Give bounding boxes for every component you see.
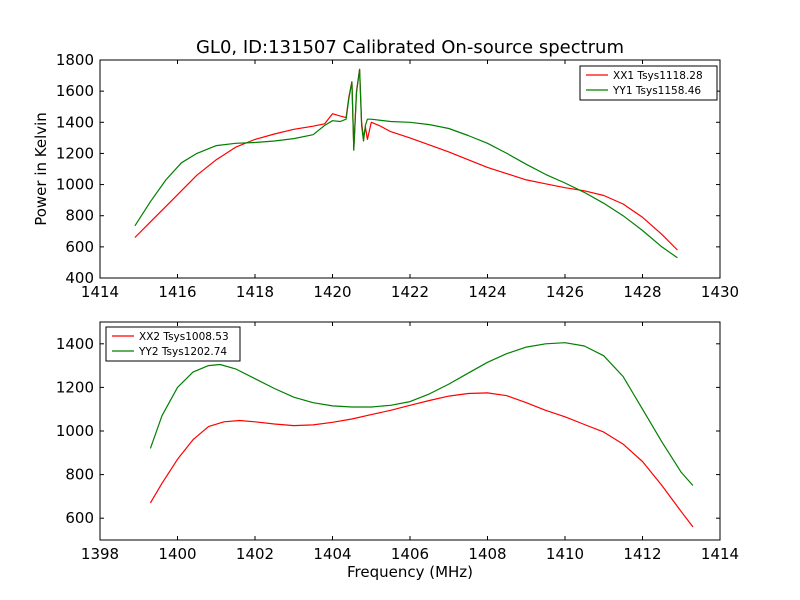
x-tick-label: 1428 bbox=[623, 283, 661, 301]
y-tick-label: 800 bbox=[65, 466, 94, 484]
y-tick-label: 600 bbox=[65, 509, 94, 527]
legend-panel-1: XX1 Tsys1118.28 YY1 Tsys1158.46 bbox=[579, 65, 718, 101]
x-tick-label: 1410 bbox=[546, 545, 584, 563]
series-line-yy1 bbox=[134, 68, 678, 259]
y-tick-label: 800 bbox=[65, 207, 94, 225]
legend-label: XX2 Tsys1008.53 bbox=[139, 331, 229, 343]
y-axis-label: Power in Kelvin bbox=[32, 112, 50, 226]
y-tick-label: 1800 bbox=[56, 51, 94, 69]
figure-title: GL0, ID:131507 Calibrated On-source spec… bbox=[196, 37, 624, 58]
y-tick-label: 1000 bbox=[56, 176, 94, 194]
plots-group: 1414 1416 1418 1420 1422 1424 1426 1428 1430 400 6… bbox=[56, 51, 739, 563]
x-tick-label: 1404 bbox=[313, 545, 351, 563]
legend-box bbox=[105, 326, 241, 362]
x-tick-label: 1418 bbox=[236, 283, 274, 301]
legend-label: YY2 Tsys1202.74 bbox=[138, 346, 227, 358]
x-tick-label: 1430 bbox=[701, 283, 739, 301]
legend-label: XX1 Tsys1118.28 bbox=[613, 70, 703, 82]
x-tick-label: 1402 bbox=[236, 545, 274, 563]
x-tick-label: 1426 bbox=[546, 283, 584, 301]
legend-panel-2: XX2 Tsys1008.53 YY2 Tsys1202.74 bbox=[105, 326, 241, 362]
x-tick-label: 1398 bbox=[81, 545, 119, 563]
x-tick-label: 1408 bbox=[468, 545, 506, 563]
y-tick-label: 1000 bbox=[56, 422, 94, 440]
series-line-xx2 bbox=[149, 392, 694, 528]
x-tick-label: 1400 bbox=[158, 545, 196, 563]
x-tick-label: 1414 bbox=[81, 283, 119, 301]
x-axis-label: Frequency (MHz) bbox=[347, 563, 473, 581]
x-tick-label: 1416 bbox=[158, 283, 196, 301]
series-line-yy2 bbox=[149, 342, 694, 486]
y-tick-label: 400 bbox=[65, 269, 94, 287]
y-tick-label: 600 bbox=[65, 238, 94, 256]
x-tick-label: 1424 bbox=[468, 283, 506, 301]
x-tick-label: 1420 bbox=[313, 283, 351, 301]
y-tick-label: 1400 bbox=[56, 335, 94, 353]
x-tick-label: 1414 bbox=[701, 545, 739, 563]
y-tick-label: 1200 bbox=[56, 378, 94, 396]
plot-panel-2: 1398 1400 1402 1404 1406 1408 1410 1412 1414 600 8… bbox=[56, 321, 739, 563]
x-tick-label: 1412 bbox=[623, 545, 661, 563]
y-tick-label: 1400 bbox=[56, 113, 94, 131]
legend-label: YY1 Tsys1158.46 bbox=[612, 85, 701, 97]
x-tick-label: 1422 bbox=[391, 283, 429, 301]
plot-panel-1: 1414 1416 1418 1420 1422 1424 1426 1428 1430 400 6… bbox=[56, 51, 739, 301]
y-tick-label: 1200 bbox=[56, 144, 94, 162]
legend-box bbox=[579, 65, 718, 101]
y-tick-label: 1600 bbox=[56, 82, 94, 100]
x-tick-label: 1406 bbox=[391, 545, 429, 563]
